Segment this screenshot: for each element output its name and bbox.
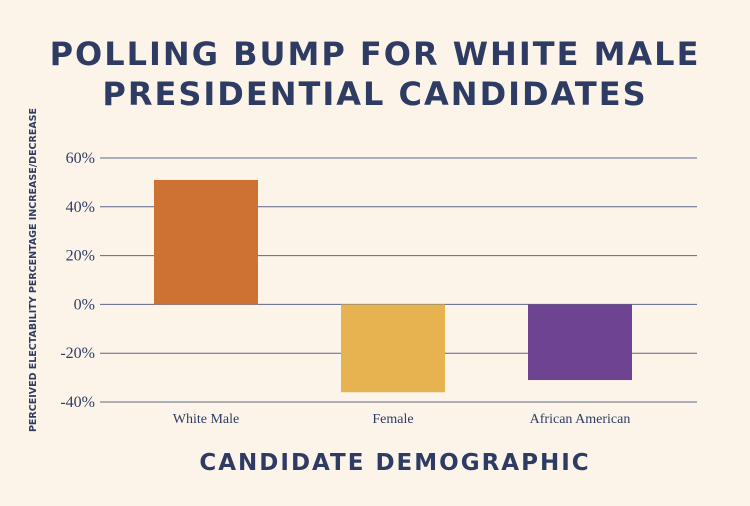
y-tick-label: 60%	[66, 150, 95, 167]
x-axis-label: CANDIDATE DEMOGRAPHIC	[199, 450, 591, 476]
y-tick-label: 0%	[74, 296, 95, 313]
x-category-label: Female	[372, 412, 413, 427]
chart-title-line-1: POLLING BUMP FOR WHITE MALE	[49, 35, 701, 73]
chart-title-line-2: PRESIDENTIAL CANDIDATES	[102, 75, 648, 113]
x-category-label: White Male	[173, 412, 239, 427]
y-tick-label: 20%	[66, 248, 95, 265]
bar-white-male	[154, 179, 258, 305]
y-tick-label: 40%	[66, 199, 95, 216]
bar-african-american	[528, 304, 632, 381]
bar-female	[341, 304, 445, 393]
x-category-label: African American	[530, 412, 631, 427]
y-tick-label: -40%	[60, 394, 95, 411]
y-tick-label: -20%	[60, 345, 95, 362]
chart-title: POLLING BUMP FOR WHITE MALE PRESIDENTIAL…	[0, 34, 750, 114]
